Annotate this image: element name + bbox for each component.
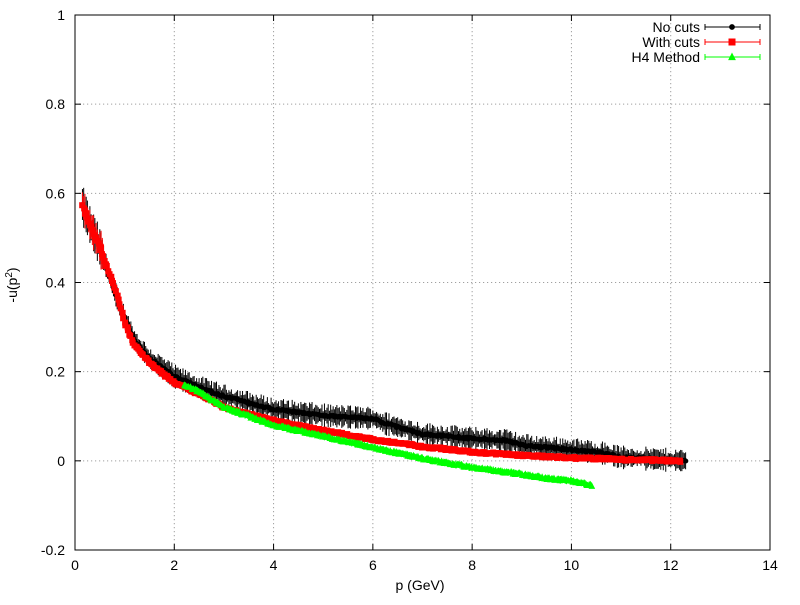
plot-frame xyxy=(74,14,771,551)
y-axis-title-base: -u(p xyxy=(4,277,20,302)
data-point xyxy=(92,232,99,239)
data-point xyxy=(101,257,108,264)
y-tick-label: 0.6 xyxy=(46,185,66,201)
data-point xyxy=(729,24,735,30)
data-point xyxy=(89,226,96,233)
x-tick-label: 14 xyxy=(762,557,778,573)
data-layer xyxy=(79,187,689,489)
data-point xyxy=(117,305,124,312)
legend-item: H4 Method xyxy=(632,49,761,65)
x-tick-labels: 0 2 4 6 8 10 12 14 xyxy=(71,557,778,573)
y-axis-title: -u(p2) xyxy=(4,267,20,302)
data-point xyxy=(124,327,131,334)
legend-label: No cuts xyxy=(653,19,700,35)
x-tick-label: 6 xyxy=(369,557,377,573)
data-point xyxy=(588,482,596,489)
y-tick-labels: -0.2 0 0.2 0.4 0.6 0.8 1 xyxy=(41,7,65,558)
series-no-cuts xyxy=(79,187,689,472)
data-point xyxy=(109,280,116,287)
x-tick-label: 12 xyxy=(663,557,679,573)
data-point xyxy=(116,301,123,308)
y-tick-label: 0.2 xyxy=(46,364,66,380)
data-point xyxy=(112,288,119,295)
data-point xyxy=(97,243,104,250)
x-tick-label: 4 xyxy=(270,557,278,573)
data-point xyxy=(97,246,104,253)
legend-item: No cuts xyxy=(653,19,761,35)
data-point xyxy=(108,273,115,280)
y-tick-label: -0.2 xyxy=(41,542,65,558)
y-tick-label: 0.8 xyxy=(46,96,66,112)
data-point xyxy=(103,262,110,269)
data-point xyxy=(728,38,736,46)
data-point xyxy=(82,210,89,217)
data-point xyxy=(82,207,89,214)
legend-label: H4 Method xyxy=(632,49,700,65)
data-point xyxy=(127,332,134,339)
data-point xyxy=(79,202,86,209)
x-tick-label: 0 xyxy=(71,557,79,573)
grid-layer xyxy=(75,15,770,550)
data-point xyxy=(115,296,122,303)
y-axis-title-sup: 2 xyxy=(4,272,15,278)
y-axis-title-close: ) xyxy=(4,267,20,272)
data-point xyxy=(114,292,121,299)
y-tick-label: 0.4 xyxy=(46,275,66,291)
data-point xyxy=(100,253,107,260)
series-h4-method xyxy=(181,381,596,489)
legend-item: With cuts xyxy=(642,34,761,50)
legend-label: With cuts xyxy=(642,34,700,50)
data-point xyxy=(119,309,126,316)
data-point xyxy=(728,52,736,61)
y-tick-label: 1 xyxy=(57,7,65,23)
data-point xyxy=(683,458,689,464)
x-tick-label: 10 xyxy=(564,557,580,573)
data-point xyxy=(677,458,684,465)
x-axis-title: p (GeV) xyxy=(395,577,444,593)
data-point xyxy=(84,215,91,222)
x-tick-label: 2 xyxy=(170,557,178,573)
data-point xyxy=(111,284,118,291)
y-tick-label: 0 xyxy=(57,453,65,469)
data-point xyxy=(120,315,127,322)
x-tick-label: 8 xyxy=(468,557,476,573)
